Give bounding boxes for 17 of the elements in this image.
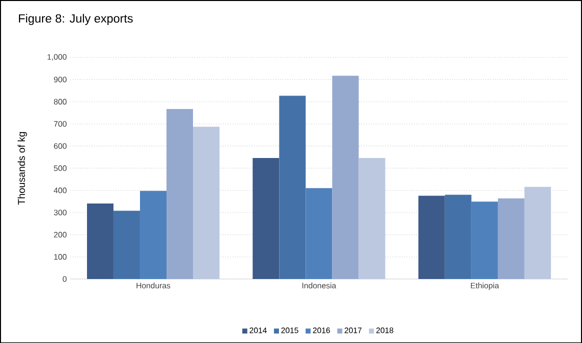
- bar: [498, 198, 524, 279]
- bar: [279, 96, 306, 279]
- bar: [471, 201, 498, 279]
- bar: [193, 126, 220, 279]
- bar: [524, 186, 551, 279]
- chart-title: Figure 8: July exports: [18, 14, 133, 25]
- bar: [252, 158, 280, 279]
- bar: [166, 108, 194, 279]
- bar: [358, 158, 386, 279]
- bar: [86, 203, 114, 279]
- bar: [444, 194, 472, 279]
- bar: [332, 76, 359, 279]
- bar: [140, 190, 166, 279]
- bar: [306, 188, 332, 279]
- bar: [113, 210, 140, 279]
- bar: [418, 195, 445, 279]
- y-axis-title: Thousands of kg: [18, 132, 27, 205]
